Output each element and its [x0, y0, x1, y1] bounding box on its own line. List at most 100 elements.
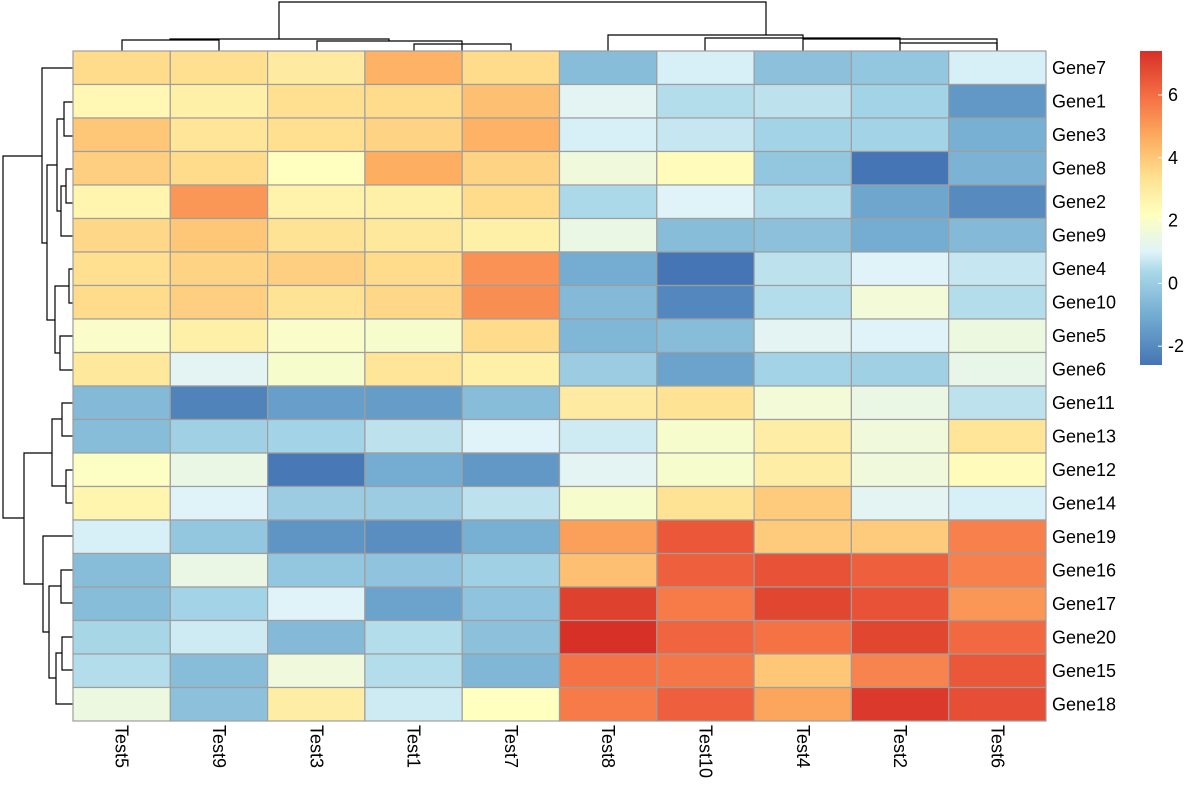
heatmap-cell [850, 251, 950, 287]
heatmap-cell [656, 686, 755, 722]
dendrogram-branch [63, 101, 73, 137]
heatmap-cell [169, 653, 269, 689]
heatmap-cell [169, 351, 269, 387]
heatmap-cell [558, 217, 658, 253]
heatmap-cell [364, 653, 463, 689]
heatmap-cell [267, 284, 366, 320]
heatmap-cell [364, 385, 463, 421]
heatmap-cell [850, 83, 950, 119]
legend-color-bar [1140, 51, 1162, 365]
heatmap-cell [72, 418, 171, 454]
heatmap-cell [753, 519, 852, 555]
heatmap-cell [850, 318, 950, 354]
row-label: Gene14 [1052, 493, 1116, 513]
heatmap-cell [364, 452, 463, 488]
dendrogram-branch [899, 42, 998, 51]
heatmap-cell [364, 184, 463, 220]
heatmap-cell [169, 284, 269, 320]
heatmap-cell [169, 619, 269, 655]
heatmap-cell [656, 418, 755, 454]
heatmap-cell [72, 318, 171, 354]
heatmap-cell [267, 117, 366, 153]
heatmap-cell [461, 586, 561, 622]
heatmap-cell [656, 184, 755, 220]
heatmap-cell [948, 351, 1047, 387]
heatmap-cell [948, 485, 1047, 521]
heatmap-cell [558, 552, 658, 588]
heatmap-cell [461, 184, 561, 220]
column-label: Test10 [695, 725, 715, 778]
heatmap-cell [850, 184, 950, 220]
heatmap-cell [558, 619, 658, 655]
heatmap-cell [267, 83, 366, 119]
heatmap-cell [461, 117, 561, 153]
heatmap-cell [461, 418, 561, 454]
heatmap-cell [267, 653, 366, 689]
heatmap-cell [169, 385, 269, 421]
heatmap-cell [558, 184, 658, 220]
heatmap-cell [558, 385, 658, 421]
heatmap-cell [656, 385, 755, 421]
heatmap-cell [850, 217, 950, 253]
legend-tick-label: 6 [1168, 85, 1178, 105]
heatmap-cell [364, 83, 463, 119]
heatmap-cell [169, 485, 269, 521]
heatmap-cell [948, 653, 1047, 689]
heatmap-cell [558, 351, 658, 387]
heatmap-cells [72, 50, 1047, 722]
heatmap-cell [948, 50, 1047, 86]
heatmap-cell [72, 385, 171, 421]
heatmap-cell [364, 251, 463, 287]
dendrogram-branch [278, 1, 767, 39]
dendrogram-branch [42, 535, 73, 633]
heatmap-cell [72, 586, 171, 622]
heatmap-cell [753, 318, 852, 354]
column-label: Test9 [209, 725, 229, 768]
heatmap-cell [169, 217, 269, 253]
heatmap-cell [948, 619, 1047, 655]
heatmap-cell [656, 284, 755, 320]
heatmap-cell [850, 686, 950, 722]
dendrogram-branch [61, 402, 73, 437]
heatmap-cell [461, 653, 561, 689]
heatmap-cell [169, 184, 269, 220]
dendrogram-branch [54, 285, 69, 354]
heatmap-cell [850, 150, 950, 186]
legend-tick-label: 0 [1168, 273, 1178, 293]
heatmap-cell [656, 452, 755, 488]
heatmap-cell [656, 251, 755, 287]
heatmap-cell [364, 619, 463, 655]
heatmap-cell [753, 117, 852, 153]
heatmap-cell [948, 519, 1047, 555]
heatmap-cell [558, 452, 658, 488]
heatmap-cell [364, 318, 463, 354]
heatmap-cell [267, 452, 366, 488]
heatmap-cell [267, 418, 366, 454]
heatmap-cell [169, 251, 269, 287]
heatmap-cell [948, 217, 1047, 253]
heatmap-cell [72, 619, 171, 655]
heatmap-cell [72, 686, 171, 722]
heatmap-cell [72, 452, 171, 488]
heatmap-cell [753, 485, 852, 521]
heatmap-cell [558, 519, 658, 555]
heatmap-cell [656, 117, 755, 153]
heatmap-cell [850, 50, 950, 86]
heatmap-cell [267, 251, 366, 287]
heatmap-cell [461, 452, 561, 488]
heatmap-cell [461, 150, 561, 186]
dendrogram-branch [23, 452, 52, 585]
heatmap-cell [948, 385, 1047, 421]
heatmap-cell [267, 485, 366, 521]
heatmap-cell [72, 519, 171, 555]
heatmap-cell [267, 519, 366, 555]
heatmap-cell [948, 686, 1047, 722]
heatmap-cell [850, 586, 950, 622]
heatmap-cell [656, 83, 755, 119]
dendrogram-branch [121, 39, 220, 51]
heatmap-cell [364, 686, 463, 722]
heatmap-cell [558, 418, 658, 454]
heatmap-cell [364, 217, 463, 253]
heatmap-cell [753, 452, 852, 488]
